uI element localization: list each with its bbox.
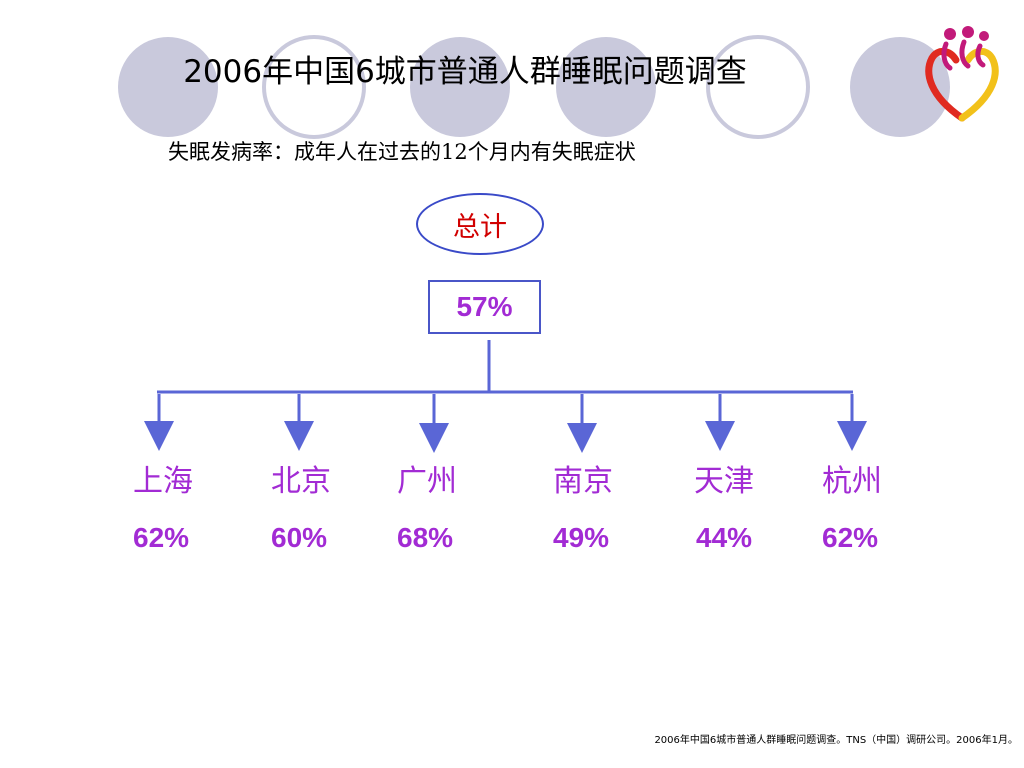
total-label: 总计	[453, 211, 507, 243]
city-value-tianjin: 44%	[696, 522, 753, 553]
city-name-beijing: 北京	[271, 464, 331, 499]
total-label-oval: 总计	[416, 193, 544, 255]
city-name-hangzhou: 杭州	[822, 464, 882, 499]
city-name-guangzhou: 广州	[397, 464, 457, 499]
total-value: 57%	[456, 291, 513, 322]
heart-people-logo	[925, 26, 999, 122]
city-name-shanghai: 上海	[133, 464, 193, 499]
city-value-nanjing: 49%	[553, 522, 610, 553]
deco-circle-6	[850, 37, 950, 137]
deco-circle-3	[410, 37, 510, 137]
deco-circle-4	[556, 37, 656, 137]
city-name-nanjing: 南京	[553, 464, 613, 499]
city-value-guangzhou: 68%	[397, 522, 454, 553]
total-value-box: 57%	[428, 280, 541, 334]
city-name-tianjin: 天津	[694, 464, 754, 499]
deco-circle-5	[706, 35, 810, 139]
deco-circle-1	[118, 37, 218, 137]
page-title: 2006年中国6城市普通人群睡眠问题调查	[183, 54, 747, 90]
footer-source: 2006年中国6城市普通人群睡眠问题调查。TNS（中国）调研公司。2006年1月…	[654, 735, 1018, 746]
page-subtitle: 失眠发病率：成年人在过去的12个月内有失眠症状	[168, 140, 636, 164]
decorative-circles	[118, 35, 950, 139]
deco-circle-2	[262, 35, 366, 139]
city-value-beijing: 60%	[271, 522, 328, 553]
city-value-shanghai: 62%	[133, 522, 190, 553]
city-value-hangzhou: 62%	[822, 522, 879, 553]
